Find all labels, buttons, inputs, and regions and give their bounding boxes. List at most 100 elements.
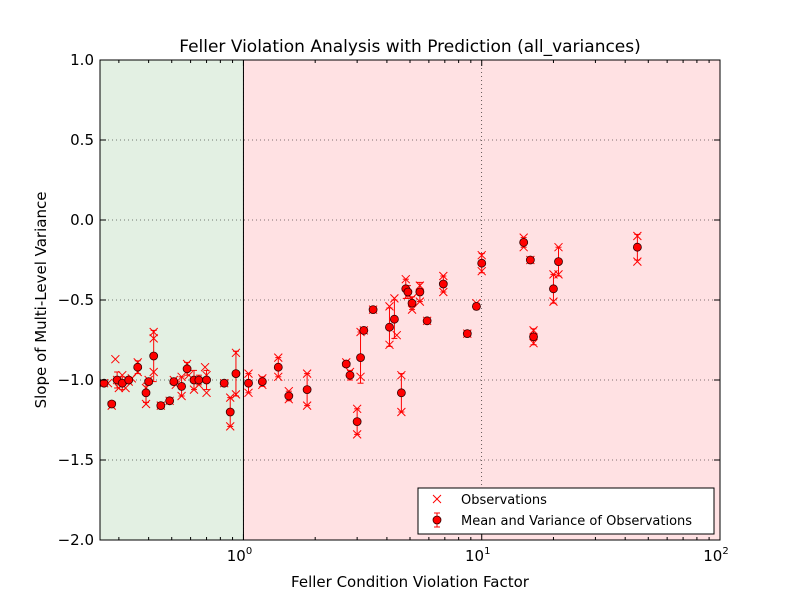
observation-point — [633, 231, 642, 241]
y-tick-label: 1.0 — [70, 51, 94, 69]
observation-point-stroke — [352, 430, 362, 439]
mean-point — [415, 287, 425, 297]
observation-point-stroke — [401, 274, 411, 284]
observation-point-stroke — [302, 401, 312, 410]
observation-point-stroke — [633, 257, 642, 266]
x-axis-label: Feller Condition Violation Factor — [291, 573, 530, 591]
observation-point — [529, 326, 538, 335]
mean-point — [144, 377, 154, 387]
x-tick-label: 101 — [465, 546, 490, 565]
observation-point — [385, 302, 394, 311]
mean-point — [182, 364, 192, 374]
observation-point-stroke — [244, 369, 253, 378]
observation-point-stroke — [231, 390, 241, 399]
observation-point-stroke — [438, 287, 448, 297]
axis-ticks: 1.0 0.5 0.0 −0.5 −1.0 −1.5 −2.0 100 101 102 — [58, 51, 729, 565]
observation-point — [554, 242, 563, 252]
mean-markers — [99, 237, 642, 427]
mean-point — [273, 362, 283, 372]
observation-point-stroke — [407, 305, 417, 314]
observation-point-stroke — [385, 340, 394, 350]
mean-point — [257, 377, 267, 387]
observation-point — [149, 327, 159, 337]
mean-point — [231, 369, 241, 379]
observation-point — [231, 390, 241, 399]
observation-point — [390, 294, 399, 303]
mean-point — [341, 359, 351, 369]
mean-point — [302, 385, 312, 395]
observation-point — [177, 391, 186, 401]
observation-point-stroke — [273, 372, 283, 382]
observation-point — [549, 297, 558, 306]
observation-point-stroke — [200, 362, 210, 372]
mean-point — [133, 362, 143, 372]
observation-point — [392, 330, 402, 340]
observation-point-stroke — [554, 270, 563, 279]
observation-point-stroke — [273, 353, 283, 362]
mean-point — [219, 378, 229, 388]
mean-point — [438, 279, 448, 289]
observation-point — [385, 340, 394, 350]
observation-point — [149, 334, 159, 343]
y-tick-label: −0.5 — [58, 291, 94, 309]
observation-point-stroke — [177, 372, 186, 382]
mean-point — [202, 375, 211, 385]
legend-observation-marker — [432, 494, 442, 504]
observation-markers — [99, 231, 642, 439]
observation-point-stroke — [184, 370, 194, 380]
observation-point-stroke — [554, 242, 563, 252]
chart-title: Feller Violation Analysis with Predictio… — [179, 37, 641, 57]
observation-point-stroke — [302, 369, 312, 378]
mean-point — [403, 287, 413, 297]
observation-point — [438, 271, 448, 281]
observation-point-stroke — [149, 327, 159, 337]
observation-point-stroke — [392, 330, 402, 340]
observation-point-stroke — [352, 404, 362, 414]
y-tick-label: 0.5 — [70, 131, 94, 149]
mean-point — [632, 242, 642, 252]
mean-point — [356, 353, 365, 363]
mean-point — [345, 370, 355, 380]
legend-x-symbol — [432, 494, 442, 504]
observation-point — [352, 430, 362, 439]
observation-point — [356, 372, 365, 382]
observation-point — [415, 297, 425, 306]
observation-point — [111, 354, 120, 364]
observation-point — [302, 369, 312, 378]
mean-point — [519, 237, 529, 247]
mean-point — [396, 388, 406, 398]
observation-point-stroke — [231, 348, 241, 358]
mean-point — [124, 375, 134, 385]
mean-point — [549, 284, 558, 294]
observation-point-stroke — [225, 393, 235, 402]
observation-point-stroke — [633, 231, 642, 241]
y-axis-label: Slope of Multi-Level Variance — [32, 192, 50, 409]
observation-point — [273, 353, 283, 362]
mean-point — [107, 399, 117, 409]
mean-point — [169, 377, 179, 387]
mean-point — [477, 258, 487, 268]
y-tick-label: −2.0 — [58, 531, 94, 549]
legend: Observations Mean and Variance of Observ… — [417, 487, 715, 535]
mean-point — [352, 417, 362, 427]
x-tick-label: 102 — [703, 546, 728, 565]
mean-point — [462, 329, 472, 339]
observation-point — [231, 348, 241, 358]
y-tick-label: −1.0 — [58, 371, 94, 389]
observation-point — [415, 281, 425, 290]
observation-point — [225, 393, 235, 402]
mean-point — [284, 391, 294, 401]
legend-label-observations: Observations — [461, 493, 547, 508]
mean-point — [554, 257, 563, 267]
observation-point-stroke — [121, 383, 130, 393]
mean-point — [177, 381, 186, 391]
legend-mean-marker — [432, 512, 442, 528]
observation-point — [352, 404, 362, 414]
mean-point — [244, 378, 253, 388]
observation-point — [407, 305, 417, 314]
observation-point — [244, 388, 253, 398]
mean-point — [525, 255, 535, 265]
legend-label-mean: Mean and Variance of Observations — [461, 514, 692, 529]
observation-point-stroke — [415, 281, 425, 290]
mean-point — [389, 314, 399, 324]
